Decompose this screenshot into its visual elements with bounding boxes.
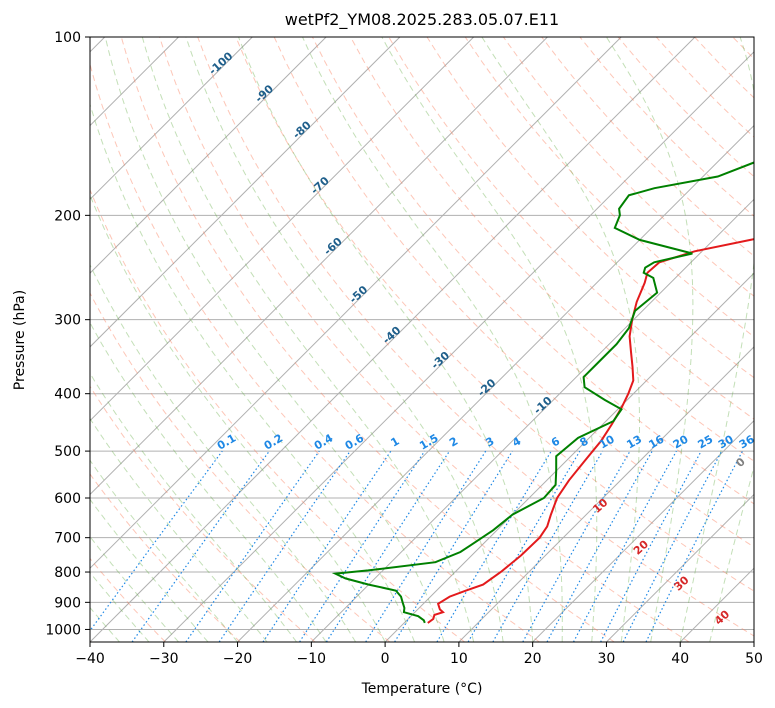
moist-adiabat xyxy=(104,37,445,642)
y-axis-ticks: 100 200 300 400 500 600 700 800 900 1000 xyxy=(45,30,90,638)
dry-adiabat xyxy=(90,292,391,642)
moist-adiabat xyxy=(90,102,416,642)
x-tick-label: 30 xyxy=(598,651,616,667)
y-tick-label: 300 xyxy=(54,313,81,329)
mixing-ratio-line xyxy=(131,450,270,642)
isotherm-gridline xyxy=(90,37,253,201)
dry-adiabat xyxy=(90,385,316,642)
chart-title: wetPf2_YM08.2025.283.05.07.E11 xyxy=(285,10,559,30)
mixing-ratio-line xyxy=(325,450,450,642)
isotherm-gridline xyxy=(90,37,696,642)
y-tick-label: 700 xyxy=(54,531,81,547)
y-tick-label: 1000 xyxy=(45,622,81,638)
moist-adiabats xyxy=(90,37,754,642)
moist-adiabat xyxy=(679,37,754,642)
dry-adiabat xyxy=(502,37,754,297)
moist-adiabat xyxy=(90,321,327,642)
x-tick-label: −30 xyxy=(149,651,179,667)
plot-area: -100-90-80-70-60-50-40-30-20-10010203040… xyxy=(90,37,757,642)
x-tick-label: 40 xyxy=(671,651,689,667)
mixing-ratio-line xyxy=(262,450,392,642)
moist-adiabat xyxy=(90,459,238,642)
mixing-ratio-lines xyxy=(90,450,744,642)
dry-adiabat xyxy=(90,473,241,642)
mixing-ratio-line xyxy=(522,450,631,642)
dry-adiabat xyxy=(90,188,465,642)
isotherm-gridline xyxy=(532,419,754,642)
mixing-ratio-line xyxy=(394,450,513,642)
dry-adiabat xyxy=(273,37,754,548)
x-tick-label: −10 xyxy=(297,651,327,667)
mixing-ratio-line xyxy=(546,450,653,642)
dry-adiabat xyxy=(197,37,754,637)
x-tick-label: 50 xyxy=(745,651,763,667)
isotherm-gridline xyxy=(163,51,754,642)
mixing-ratio-line xyxy=(645,450,744,642)
dewpoint-profile-line xyxy=(331,161,754,624)
temperature-profile-line xyxy=(427,238,754,624)
y-tick-label: 600 xyxy=(54,491,81,507)
y-tick-label: 200 xyxy=(54,208,81,224)
isotherm-gridline xyxy=(90,37,475,422)
y-tick-label: 100 xyxy=(54,30,81,46)
x-tick-label: −20 xyxy=(223,651,253,667)
x-axis-label: Temperature (°C) xyxy=(361,681,483,697)
moist-adiabat xyxy=(90,263,357,642)
moist-adiabat xyxy=(481,37,640,642)
dry-adiabat xyxy=(159,37,690,642)
dry-adiabat xyxy=(90,62,540,642)
x-tick-label: 10 xyxy=(450,651,468,667)
mixing-ratio-line xyxy=(572,450,677,642)
profile-series xyxy=(331,161,754,624)
moist-adiabat xyxy=(185,37,504,642)
x-tick-label: 20 xyxy=(524,651,542,667)
dry-adiabat xyxy=(235,37,754,592)
y-tick-label: 900 xyxy=(54,595,81,611)
dry-adiabat xyxy=(388,37,754,420)
isotherm-gridline xyxy=(237,124,754,642)
x-tick-label: −40 xyxy=(75,651,105,667)
dry-adiabat xyxy=(120,37,615,642)
dry-adiabat xyxy=(350,37,754,462)
dry-adiabat xyxy=(464,37,754,338)
moist-adiabat xyxy=(709,464,754,642)
moist-adiabat xyxy=(141,37,475,642)
y-axis-label: Pressure (hPa) xyxy=(12,290,28,390)
plot-frame xyxy=(89,36,755,643)
mixing-ratio-label: 36 xyxy=(737,432,757,451)
y-tick-label: 800 xyxy=(54,565,81,581)
moist-adiabat xyxy=(302,37,563,642)
isotherm-gridline xyxy=(90,37,548,496)
moist-adiabat xyxy=(90,372,297,642)
moist-adiabat xyxy=(90,193,386,642)
mixing-ratio-line xyxy=(90,450,223,632)
mixing-ratio-line xyxy=(185,450,320,642)
isotherm-gridline xyxy=(606,493,754,642)
x-tick-label: 0 xyxy=(381,651,390,667)
isotherm-gridline xyxy=(384,272,754,642)
isotherm-gridline xyxy=(90,37,401,348)
y-tick-label: 500 xyxy=(54,444,81,460)
y-tick-label: 400 xyxy=(54,387,81,403)
moist-adiabat xyxy=(238,37,534,642)
moist-adiabat xyxy=(381,37,598,642)
isotherm-gridline xyxy=(458,346,754,642)
mixing-ratio-line xyxy=(299,450,426,642)
moist-adiabat xyxy=(605,37,694,642)
dry-adiabat xyxy=(311,37,754,505)
pressure-gridlines xyxy=(90,37,754,642)
x-axis-ticks: −40 −30 −20 −10 0 10 20 30 40 50 xyxy=(75,642,763,667)
dry-adiabats xyxy=(90,37,754,642)
moist-adiabat xyxy=(90,417,268,642)
isotherm-gridline xyxy=(90,37,622,569)
dry-adiabat xyxy=(426,37,754,379)
mixing-ratio-line xyxy=(218,450,351,642)
isotherm-gridline xyxy=(310,198,754,642)
isotherm-gridline xyxy=(90,37,327,274)
